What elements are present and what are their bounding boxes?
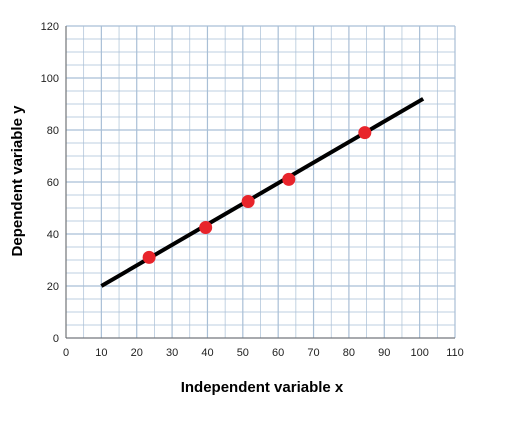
y-tick-label: 0: [53, 333, 59, 345]
x-tick-label: 90: [378, 347, 390, 359]
x-tick-label: 0: [63, 347, 69, 359]
x-tick-label: 60: [272, 347, 284, 359]
x-tick-label: 20: [131, 347, 143, 359]
x-axis-title: Independent variable x: [181, 379, 344, 396]
y-tick-label: 40: [47, 229, 59, 241]
x-tick-label: 100: [410, 347, 428, 359]
data-point: [199, 221, 213, 234]
y-tick-label: 100: [41, 73, 59, 85]
x-tick-label: 30: [166, 347, 178, 359]
series: [100, 97, 425, 288]
y-tick-label: 80: [47, 125, 59, 137]
y-tick-label: 60: [47, 177, 59, 189]
y-tick-label: 20: [47, 281, 59, 293]
x-tick-label: 110: [446, 347, 464, 359]
data-point: [241, 195, 255, 208]
x-tick-label: 70: [307, 347, 319, 359]
x-tick-label: 50: [237, 347, 249, 359]
y-tick-label: 120: [41, 21, 59, 33]
y-axis-title: Dependent variable y: [9, 105, 26, 257]
axes: [65, 26, 455, 339]
x-tick-label: 40: [201, 347, 213, 359]
data-point: [358, 126, 372, 140]
x-tick-label: 10: [95, 347, 107, 359]
tick-labels: 0 10 20 30 40 50 60 70 80 90 100 110 0 20 40 60 80 100 120: [41, 21, 464, 359]
data-point: [142, 250, 156, 264]
data-point: [282, 172, 296, 186]
grid: [65, 25, 456, 339]
x-tick-label: 80: [343, 347, 355, 359]
